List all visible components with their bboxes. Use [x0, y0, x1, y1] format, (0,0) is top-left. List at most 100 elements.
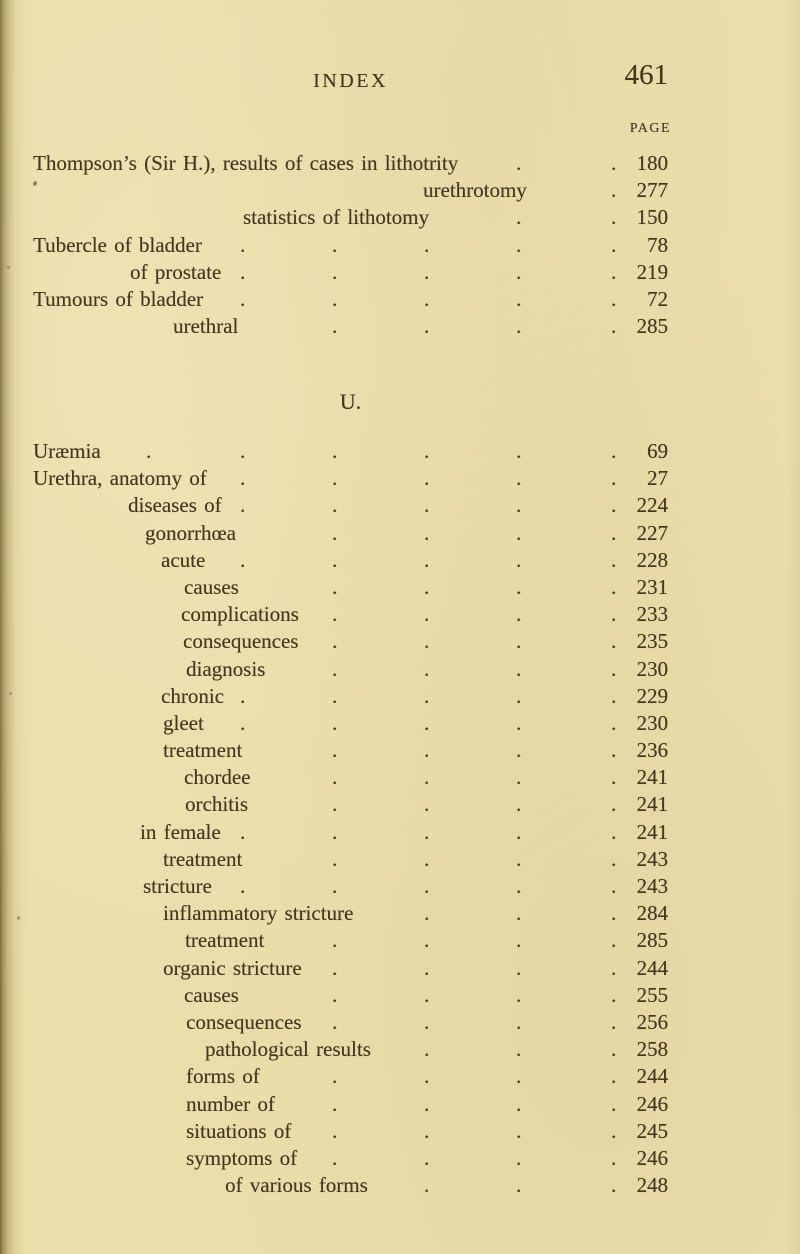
leader-dot: .	[240, 232, 246, 257]
index-row: treatment 236....	[0, 737, 800, 764]
index-row: Thompson’s (Sir H.), results of cases in…	[0, 150, 800, 177]
leader-dot: .	[424, 982, 430, 1007]
index-entry-label: consequences	[186, 1009, 302, 1034]
index-entry-label: chronic	[161, 683, 224, 708]
leader-dot: .	[424, 846, 430, 871]
leader-dot: .	[332, 259, 338, 284]
index-entry-label: organic stricture	[163, 955, 302, 980]
leader-dot: .	[424, 314, 430, 339]
index-entry-label: gonorrhœa	[145, 520, 236, 545]
leader-dot: .	[516, 901, 522, 926]
leader-dot: .	[424, 493, 430, 518]
index-row: Uræmia 69......	[0, 438, 800, 465]
leader-dot: .	[516, 439, 522, 463]
leader-dot: .	[424, 1118, 430, 1143]
leader-dot: .	[611, 493, 617, 518]
index-entry-label: treatment	[163, 738, 243, 763]
leader-dot: .	[332, 1145, 338, 1170]
index-entry-label: stricture	[143, 874, 212, 898]
leader-dot: .	[611, 928, 617, 953]
leader-dot: .	[611, 178, 617, 203]
index-entry-page-number: 230	[636, 710, 669, 735]
leader-dot: .	[611, 232, 617, 257]
index-entry-label: gleet	[163, 710, 204, 735]
index-section-u: Uræmia 69...... Urethra, anatomy of 27.....…	[0, 438, 800, 1199]
paper-speck	[9, 692, 12, 695]
index-entry-label: treatment	[185, 928, 265, 953]
index-entry-label: of prostate	[130, 259, 222, 284]
leader-dot: .	[332, 819, 338, 844]
leader-dot: .	[611, 1145, 617, 1170]
index-row: Tumours of bladder 72.....	[0, 286, 800, 313]
index-row: symptoms of 246....	[0, 1145, 800, 1172]
leader-dot: .	[332, 314, 338, 339]
leader-dot: .	[424, 574, 430, 599]
leader-dot: .	[424, 232, 430, 257]
index-entry-label: complications	[181, 602, 299, 627]
leader-dot: .	[240, 286, 246, 311]
index-row: treatment 285....	[0, 927, 800, 954]
leader-dot: .	[611, 205, 617, 230]
leader-dot: .	[240, 819, 246, 844]
leader-dot: .	[611, 439, 617, 463]
leader-dot: .	[424, 1145, 430, 1170]
index-row: of prostate 219.....	[0, 259, 800, 286]
index-row: chronic 229.....	[0, 683, 800, 710]
leader-dot: .	[611, 901, 617, 926]
index-entry-page-number: 246	[636, 1091, 669, 1116]
index-row: pathological results 258...	[0, 1036, 800, 1063]
index-entry-label: Tubercle of bladder	[33, 232, 202, 257]
index-entry-page-number: 241	[636, 819, 669, 844]
leader-dot: .	[516, 466, 522, 491]
leader-dot: .	[424, 547, 430, 572]
index-row: situations of 245....	[0, 1118, 800, 1145]
index-entry-label: treatment	[163, 846, 243, 871]
index-row: number of 246....	[0, 1091, 800, 1118]
leader-dot: .	[332, 955, 338, 980]
leader-dot: .	[516, 232, 522, 257]
index-entry-label: diseases of	[128, 493, 222, 518]
index-entry-label: forms of	[186, 1064, 260, 1089]
index-entry-label: consequences	[183, 629, 299, 654]
paper-speck	[7, 266, 10, 269]
index-row: diseases of 224.....	[0, 492, 800, 519]
index-entry-page-number: 243	[636, 874, 669, 898]
leader-dot: .	[611, 1118, 617, 1143]
index-entry-page-number: 180	[636, 151, 669, 175]
leader-dot: .	[516, 1064, 522, 1089]
leader-dot: .	[611, 792, 617, 817]
leader-dot: .	[611, 520, 617, 545]
leader-dot: .	[611, 1037, 617, 1062]
index-row: gleet 230.....	[0, 710, 800, 737]
index-entry-page-number: 230	[636, 656, 669, 681]
leader-dot: .	[516, 314, 522, 339]
leader-dot: .	[611, 738, 617, 763]
leader-dot: .	[332, 874, 338, 898]
leader-dot: .	[424, 1009, 430, 1034]
index-entry-page-number: 277	[636, 178, 669, 203]
index-entry-page-number: 224	[636, 493, 669, 518]
leader-dot: .	[240, 439, 246, 463]
index-entry-page-number: 244	[636, 955, 669, 980]
leader-dot: .	[332, 1091, 338, 1116]
index-row: orchitis 241....	[0, 791, 800, 818]
index-entry-label: Urethra, anatomy of	[33, 466, 207, 491]
index-entry-label: causes	[184, 982, 239, 1007]
leader-dot: .	[240, 493, 246, 518]
leader-dot: .	[424, 901, 430, 926]
index-entry-page-number: 231	[636, 574, 669, 599]
leader-dot: .	[611, 629, 617, 654]
index-row: treatment 243....	[0, 846, 800, 873]
leader-dot: .	[332, 792, 338, 817]
leader-dot: .	[516, 819, 522, 844]
leader-dot: .	[332, 982, 338, 1007]
index-entry-page-number: 256	[636, 1009, 669, 1034]
leader-dot: .	[424, 1064, 430, 1089]
index-row: Tubercle of bladder 78.....	[0, 232, 800, 259]
index-row: Urethra, anatomy of 27.....	[0, 465, 800, 492]
leader-dot: .	[332, 1064, 338, 1089]
leader-dot: .	[332, 1118, 338, 1143]
leader-dot: .	[516, 574, 522, 599]
index-entry-label: inflammatory stricture	[163, 901, 354, 926]
leader-dot: .	[611, 874, 617, 898]
